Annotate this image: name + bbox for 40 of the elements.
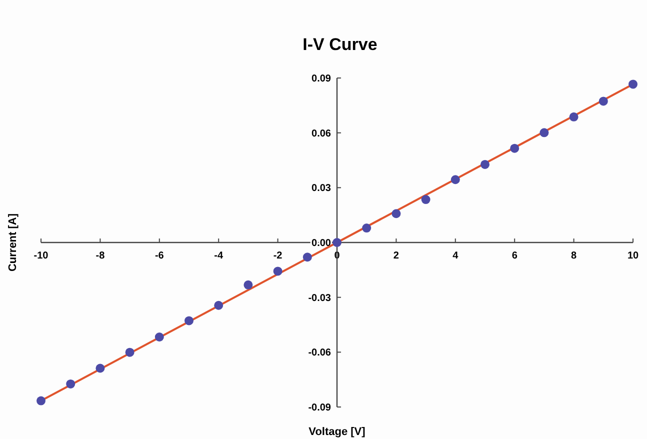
point: [244, 280, 253, 290]
x-tick-label: 8: [571, 250, 578, 262]
y-tick-label: -0.09: [308, 402, 332, 414]
chart-title: I-V Curve: [302, 35, 378, 54]
point: [569, 112, 578, 122]
point: [214, 300, 224, 310]
x-tick-label: 10: [627, 250, 639, 262]
point: [273, 266, 282, 276]
x-tick-label: 6: [512, 250, 518, 262]
point: [392, 209, 401, 218]
y-axis-title: Current [A]: [7, 213, 19, 272]
point: [302, 252, 312, 262]
point: [332, 238, 342, 247]
y-tick-label: 0.06: [312, 128, 332, 140]
point: [184, 316, 194, 326]
point: [598, 96, 608, 106]
x-tick-label: -2: [273, 250, 283, 262]
point: [540, 128, 549, 138]
point: [125, 348, 134, 357]
y-tick-label: -0.03: [308, 292, 332, 304]
point: [450, 175, 460, 184]
point: [66, 379, 76, 388]
y-tick-label: 0.03: [312, 183, 332, 194]
point: [154, 332, 164, 342]
y-tick-label: -0.06: [308, 348, 332, 359]
point: [480, 160, 490, 169]
x-tick-label: -8: [96, 250, 106, 262]
x-tick-label: -6: [154, 250, 164, 262]
x-tick-label: 4: [452, 250, 459, 262]
point: [362, 224, 372, 233]
point: [96, 364, 105, 373]
point: [36, 396, 46, 406]
point: [628, 80, 638, 89]
x-tick-label: -10: [34, 250, 49, 262]
x-axis-title: Voltage [V]: [308, 426, 366, 438]
point: [510, 144, 520, 153]
point: [421, 195, 430, 204]
x-tick-label: -4: [214, 250, 224, 262]
x-tick-label: 2: [393, 250, 400, 262]
y-tick-label: 0.09: [312, 74, 332, 84]
